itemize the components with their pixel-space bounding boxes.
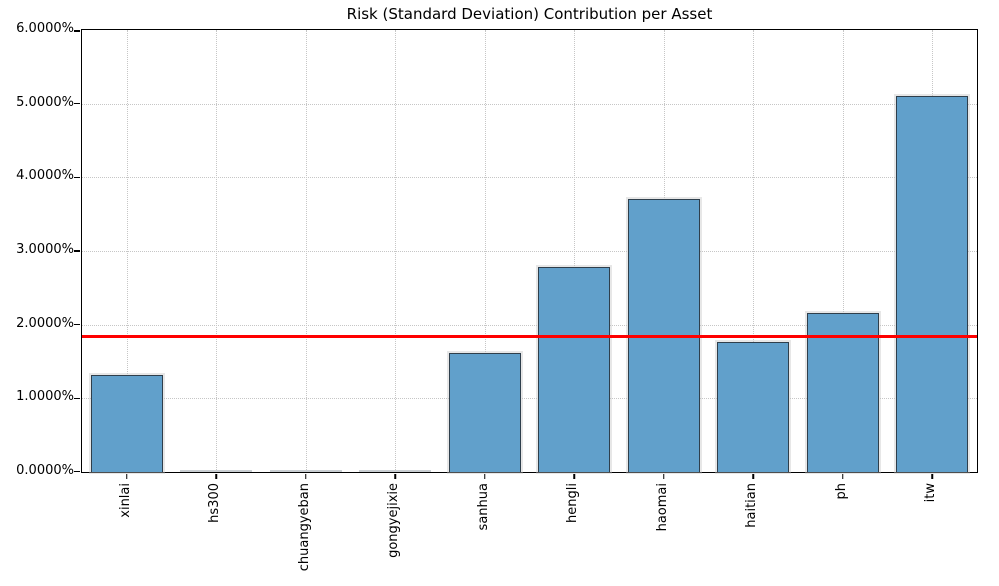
y-tick-mark: [74, 323, 80, 326]
x-tick-mark: [573, 473, 575, 479]
x-tick-mark: [394, 473, 396, 479]
bar: [538, 267, 611, 472]
bar: [806, 312, 879, 472]
v-gridline: [126, 30, 128, 472]
v-gridline: [574, 30, 576, 472]
h-gridline: [82, 398, 977, 400]
x-axis-tick-label: chuangyeban: [296, 483, 312, 572]
x-axis-tick-label: xinlai: [117, 483, 133, 518]
bar: [359, 470, 432, 472]
y-axis-tick-label: 5.0000%: [16, 94, 74, 110]
x-tick-mark: [931, 473, 933, 479]
x-axis-tick-label: haitian: [744, 483, 760, 528]
bar: [896, 96, 969, 472]
y-axis-tick-label: 2.0000%: [16, 315, 74, 331]
v-gridline: [484, 30, 486, 472]
reference-line: [82, 334, 977, 338]
v-gridline: [753, 30, 755, 472]
x-tick-mark: [842, 473, 844, 479]
x-axis-tick-label: gongyejixie: [386, 483, 402, 558]
x-axis-tick-label: ph: [833, 483, 849, 500]
y-tick-mark: [74, 30, 80, 32]
h-gridline: [82, 251, 977, 252]
y-axis-tick-label: 0.0000%: [16, 463, 74, 478]
plot-area: [74, 29, 978, 479]
y-axis: 0.0000% 1.0000% 2.0000% 3.0000% 4.0000% 5.000…: [0, 21, 74, 478]
x-axis-tick-label: sanhua: [475, 483, 491, 531]
x-tick-mark: [484, 473, 486, 479]
h-gridline: [82, 324, 977, 326]
x-axis-tick-label: hengli: [565, 483, 581, 523]
x-axis: xinlai hs300 chuangyeban gongyejixie sanhua h…: [81, 483, 978, 583]
v-gridline: [395, 30, 397, 472]
chart-title: Risk (Standard Deviation) Contribution p…: [346, 5, 713, 23]
x-tick-mark: [215, 473, 217, 479]
bar: [717, 342, 790, 472]
y-tick-mark: [74, 397, 80, 400]
y-axis-tick-label: 4.0000%: [16, 168, 74, 184]
y-axis-tick-label: 6.0000%: [16, 21, 74, 36]
y-tick-mark: [74, 102, 80, 105]
x-axis-tick-label: haomai: [654, 483, 670, 532]
bar: [269, 470, 342, 472]
bar: [180, 470, 253, 472]
x-tick-mark: [752, 473, 754, 479]
y-axis-tick-label: 3.0000%: [16, 242, 74, 257]
x-tick-mark: [126, 473, 128, 479]
x-axis-tick-label: hs300: [207, 483, 223, 523]
x-axis-tick-label: itw: [923, 483, 939, 503]
y-tick-mark: [74, 250, 80, 252]
x-tick-mark: [663, 473, 665, 479]
y-axis-tick-label: 1.0000%: [16, 389, 74, 405]
y-tick-mark: [74, 470, 80, 472]
h-gridline: [82, 177, 977, 179]
h-gridline: [82, 103, 977, 105]
v-gridline: [305, 30, 307, 472]
bar: [90, 374, 163, 472]
y-tick-mark: [74, 176, 80, 179]
bar: [448, 353, 521, 472]
v-gridline: [842, 30, 844, 472]
x-tick-mark: [305, 473, 307, 479]
v-gridline: [216, 30, 218, 472]
